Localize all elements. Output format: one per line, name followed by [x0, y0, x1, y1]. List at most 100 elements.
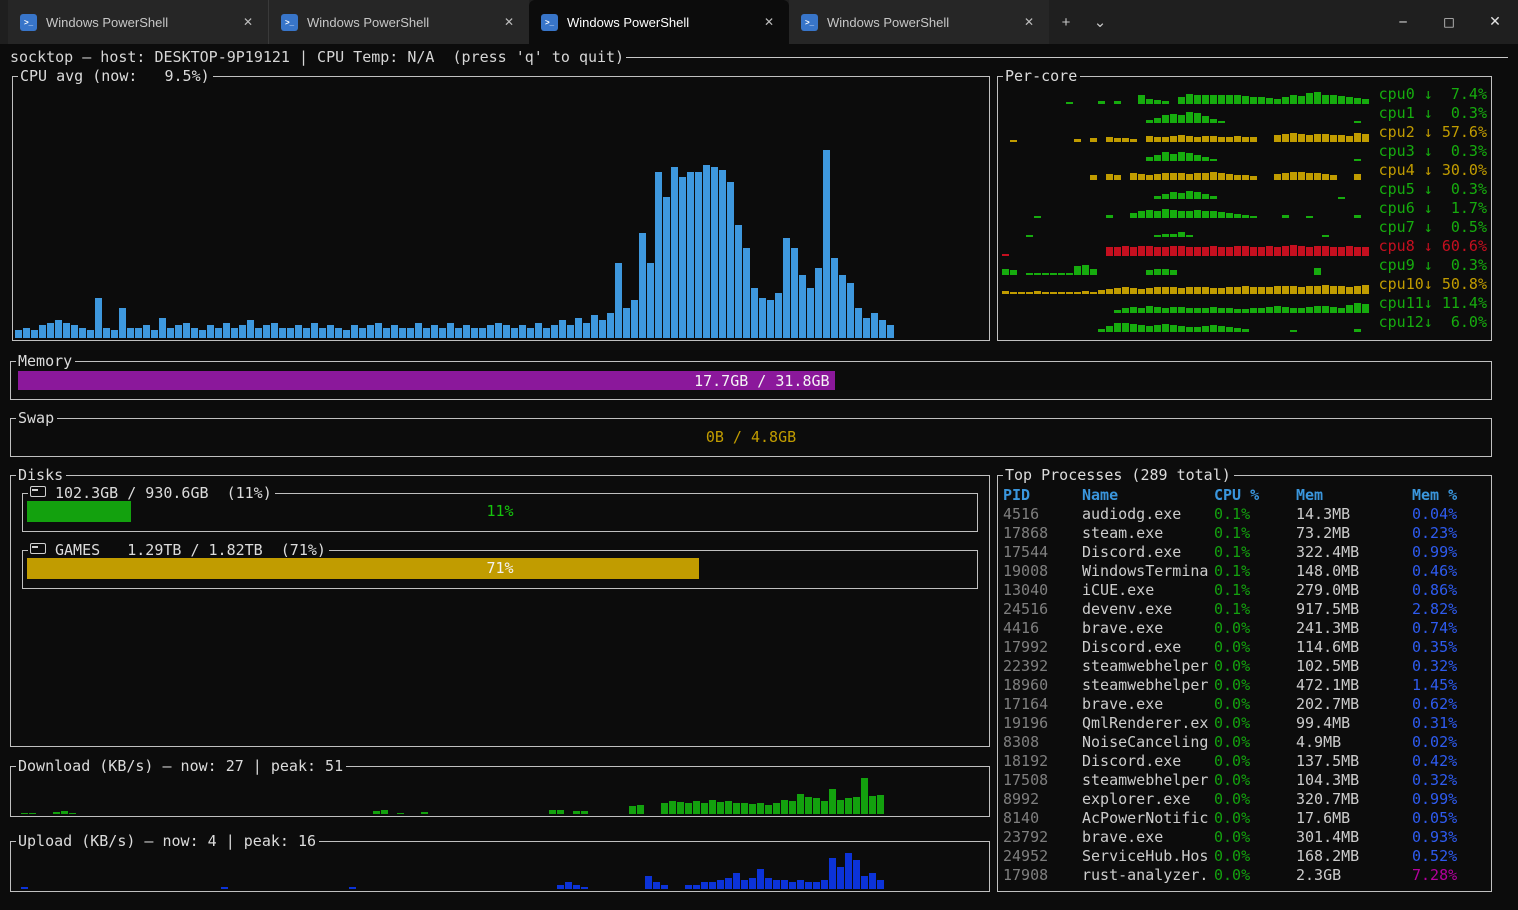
tab-windows-powershell[interactable]: >_Windows PowerShell✕ — [8, 0, 268, 44]
cpu-bar — [111, 330, 118, 338]
core-label: cpu4 ↓ 30.0% — [1372, 161, 1487, 180]
core-spark-bar — [1194, 247, 1201, 256]
process-row: 4416brave.exe0.0%241.3MB0.74% — [998, 619, 1489, 638]
tab-close-icon[interactable]: ✕ — [238, 13, 258, 31]
cell-cpu: 0.1% — [1214, 505, 1292, 524]
core-label: cpu3 ↓ 0.3% — [1372, 142, 1487, 161]
core-row: cpu3 ↓ 0.3% — [1002, 142, 1487, 161]
new-tab-button[interactable]: + — [1049, 0, 1083, 44]
cell-pid: 4416 — [1003, 619, 1079, 638]
core-spark-bar — [1218, 95, 1225, 104]
cpu-bar — [511, 328, 518, 338]
core-row: cpu10↓ 50.8% — [1002, 275, 1487, 294]
process-row: 22392steamwebhelper0.0%102.5MB0.32% — [998, 657, 1489, 676]
core-spark-bar — [1114, 247, 1121, 257]
core-sparkline — [1002, 218, 1372, 237]
core-spark-bar — [1138, 325, 1145, 332]
cpu-bar — [327, 325, 334, 338]
memory-bar: 17.7GB / 31.8GB — [18, 371, 1484, 390]
cpu-bar — [183, 323, 190, 338]
cpu-bar — [39, 325, 46, 338]
cpu-bar — [839, 275, 846, 338]
core-spark-bar — [1330, 286, 1337, 294]
upload-bar — [797, 880, 804, 889]
download-bar — [669, 801, 676, 814]
core-spark-bar — [1162, 247, 1169, 256]
upload-chart — [13, 853, 987, 889]
core-spark-bar — [1282, 286, 1289, 294]
tab-close-icon[interactable]: ✕ — [1019, 13, 1039, 31]
cell-mempct: 0.99% — [1412, 543, 1486, 562]
close-button[interactable]: ✕ — [1472, 0, 1518, 44]
core-spark-bar — [1202, 247, 1209, 257]
cpu-bar — [495, 323, 502, 338]
core-spark-bar — [1170, 210, 1177, 218]
tab-windows-powershell[interactable]: >_Windows PowerShell✕ — [529, 0, 789, 44]
core-spark-bar — [1210, 95, 1217, 104]
cpu-bar — [591, 315, 598, 338]
processes-title: Top Processes (289 total) — [1003, 466, 1234, 485]
core-spark-bar — [1170, 192, 1177, 199]
core-spark-bar — [1202, 95, 1209, 104]
upload-bar — [765, 878, 772, 889]
tab-dropdown-button[interactable]: ⌄ — [1083, 0, 1117, 44]
download-bar — [709, 800, 716, 814]
process-row: 23792brave.exe0.0%301.4MB0.93% — [998, 828, 1489, 847]
tab-label: Windows PowerShell — [567, 15, 750, 30]
cpu-bar — [311, 323, 318, 338]
core-label: cpu1 ↓ 0.3% — [1372, 104, 1487, 123]
upload-title: Upload (KB/s) — now: 4 | peak: 16 — [16, 832, 319, 851]
cell-name: brave.exe — [1082, 695, 1212, 714]
core-spark-bar — [1194, 327, 1201, 332]
download-bar — [685, 803, 692, 814]
cell-mem: 102.5MB — [1296, 657, 1408, 676]
minimize-button[interactable]: ─ — [1380, 0, 1426, 44]
core-spark-bar — [1362, 247, 1369, 256]
core-spark-bar — [1202, 116, 1209, 123]
upload-bar — [725, 878, 732, 889]
core-spark-bar — [1186, 191, 1193, 199]
download-bar — [837, 800, 844, 814]
memory-title: Memory — [16, 352, 75, 371]
cpu-bar — [295, 325, 302, 338]
disk-bar: 11% — [27, 501, 973, 522]
core-spark-bar — [1362, 304, 1369, 313]
core-row: cpu4 ↓ 30.0% — [1002, 161, 1487, 180]
cpu-bar — [319, 328, 326, 338]
maximize-button[interactable]: □ — [1426, 0, 1472, 44]
core-spark-bar — [1162, 152, 1169, 161]
cpu-bar — [655, 172, 662, 338]
download-bar — [877, 795, 884, 814]
cpu-bar — [247, 320, 254, 338]
cell-cpu: 0.1% — [1214, 581, 1292, 600]
cell-mem: 137.5MB — [1296, 752, 1408, 771]
cpu-bar — [215, 328, 222, 338]
cpu-bar — [687, 172, 694, 338]
tab-windows-powershell[interactable]: >_Windows PowerShell✕ — [789, 0, 1049, 44]
upload-bar — [861, 876, 868, 890]
core-spark-bar — [1250, 287, 1257, 294]
terminal-window: >_Windows PowerShell✕>_Windows PowerShel… — [0, 0, 1518, 910]
tab-close-icon[interactable]: ✕ — [759, 13, 779, 31]
core-spark-bar — [1290, 95, 1297, 104]
core-spark-bar — [1170, 325, 1177, 332]
cpu-bar — [23, 328, 30, 338]
cpu-bar — [775, 293, 782, 338]
core-spark-bar — [1242, 329, 1249, 332]
tab-list: >_Windows PowerShell✕>_Windows PowerShel… — [0, 0, 1049, 44]
tab-windows-powershell[interactable]: >_Windows PowerShell✕ — [268, 0, 529, 44]
core-spark-bar — [1306, 173, 1313, 180]
cpu-bar — [487, 325, 494, 338]
cell-mempct: 0.04% — [1412, 505, 1486, 524]
cell-mem: 202.7MB — [1296, 695, 1408, 714]
cpu-bar — [439, 328, 446, 338]
download-bar — [733, 803, 740, 814]
core-spark-bar — [1330, 247, 1337, 257]
header-cell: CPU % — [1214, 486, 1292, 505]
upload-bar — [661, 885, 668, 890]
cell-mem: 301.4MB — [1296, 828, 1408, 847]
download-bar — [677, 802, 684, 814]
core-spark-bar — [1210, 246, 1217, 256]
cpu-bar — [383, 328, 390, 338]
tab-close-icon[interactable]: ✕ — [499, 13, 519, 31]
